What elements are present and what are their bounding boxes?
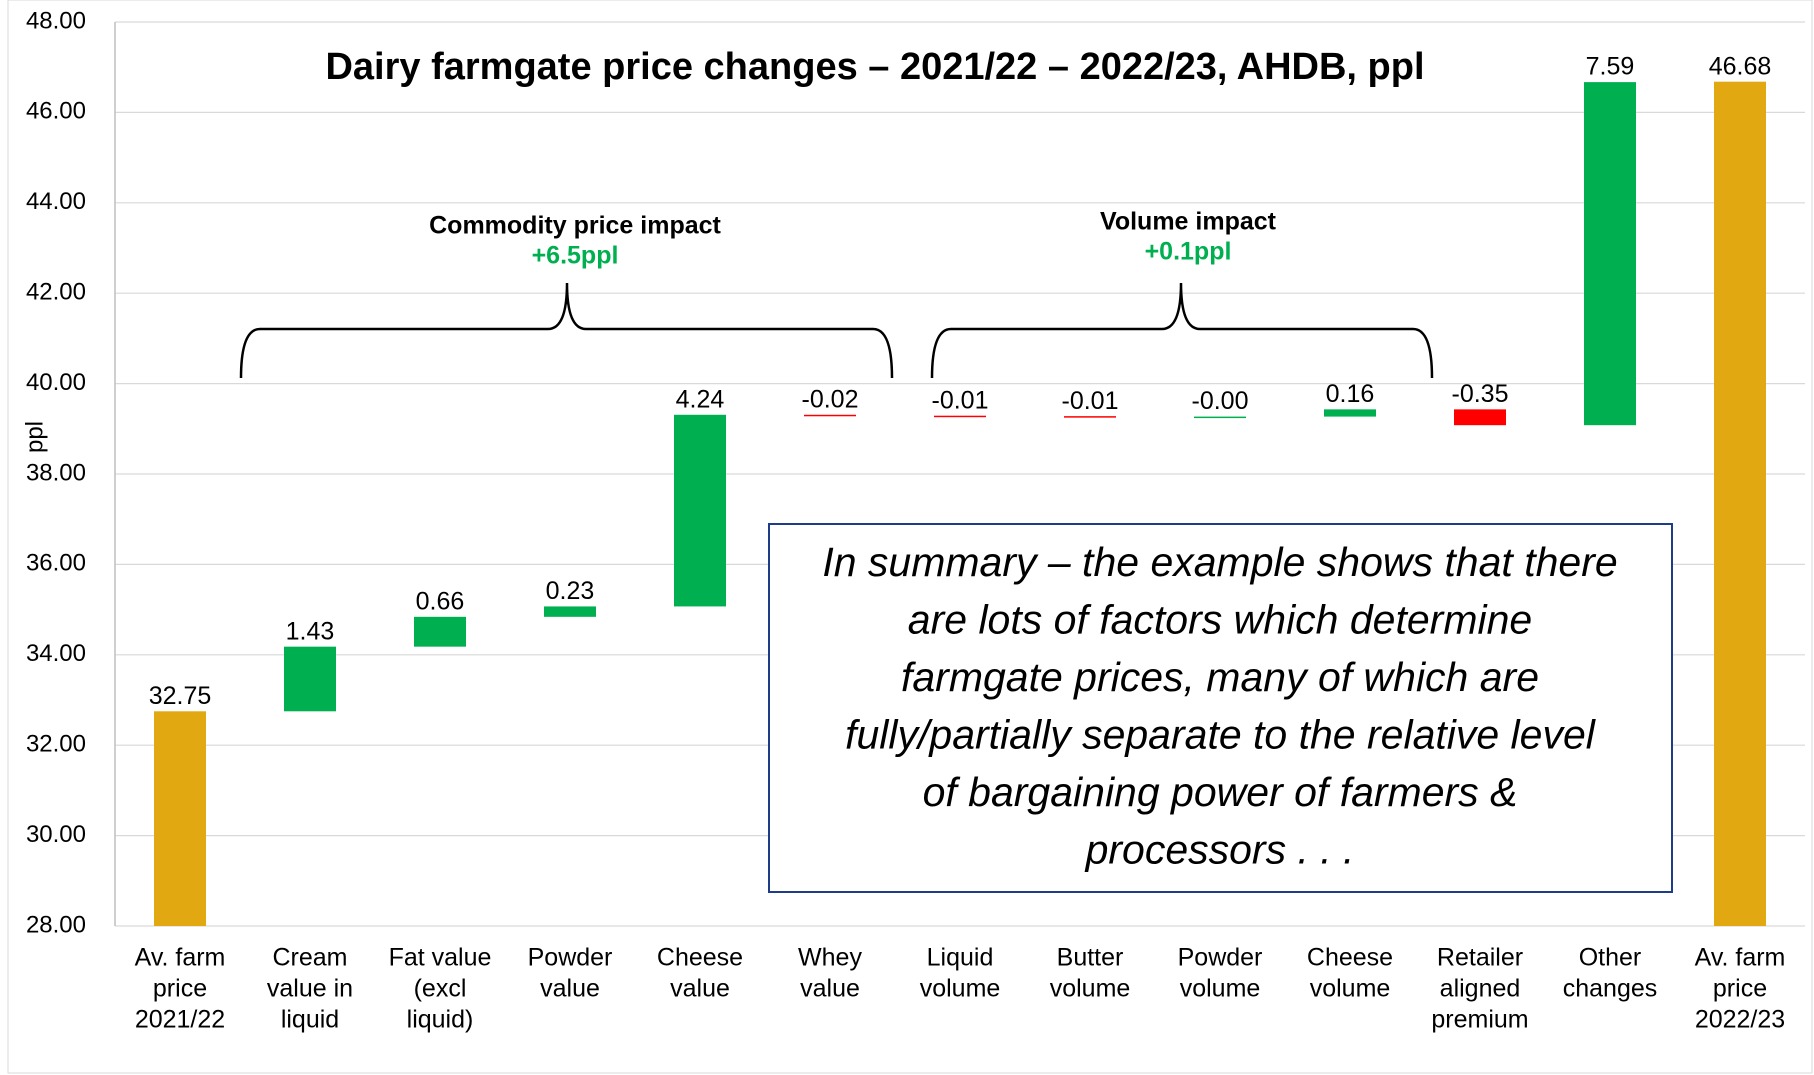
x-tick-label: premium (1431, 1006, 1528, 1034)
bar (154, 711, 206, 926)
value-label: 0.16 (1326, 380, 1375, 408)
x-tick-label: volume (1180, 975, 1261, 1003)
value-label: 7.59 (1586, 53, 1635, 81)
y-tick-label: 30.00 (26, 821, 86, 848)
x-tick-label: Cream (272, 944, 347, 972)
summary-text: processors . . . (1084, 826, 1355, 872)
x-tick-label: Butter (1057, 944, 1124, 972)
summary-box (768, 523, 1673, 893)
bar (1584, 82, 1636, 426)
bar (1064, 416, 1116, 418)
y-tick-label: 28.00 (26, 911, 86, 938)
x-tick-label: liquid (281, 1006, 339, 1034)
bar (284, 646, 336, 712)
x-tick-label: value (800, 975, 860, 1003)
value-label: -0.00 (1192, 387, 1249, 415)
bar (934, 415, 986, 418)
y-tick-label: 40.00 (26, 369, 86, 396)
summary-text: are lots of factors which determine (908, 596, 1532, 642)
bar (674, 414, 726, 607)
value-label: -0.01 (932, 386, 989, 414)
x-tick-label: Other (1579, 944, 1642, 972)
summary-text: farmgate prices, many of which are (901, 654, 1539, 700)
summary-text: In summary – the example shows that ther… (822, 539, 1617, 585)
annotation-value: +0.1ppl (1145, 238, 1232, 266)
value-label: 1.43 (286, 617, 335, 645)
x-tick-label: (excl (414, 975, 467, 1003)
value-label: -0.01 (1062, 387, 1119, 415)
value-label: 46.68 (1709, 52, 1772, 80)
annotation-value: +6.5ppl (532, 242, 619, 270)
annotation: Commodity price impact (429, 212, 721, 240)
bar (804, 414, 856, 417)
y-axis-label: ppl (21, 421, 48, 453)
bar (1454, 409, 1506, 426)
summary-text: fully/partially separate to the relative… (845, 711, 1597, 757)
x-tick-label: Cheese (657, 944, 743, 972)
x-tick-label: value (540, 975, 600, 1003)
x-tick-label: Retailer (1437, 944, 1523, 972)
x-tick-label: liquid) (407, 1006, 474, 1034)
y-tick-label: 38.00 (26, 459, 86, 486)
value-label: 32.75 (149, 682, 212, 710)
value-label: 0.66 (416, 587, 465, 615)
y-tick-label: 44.00 (26, 188, 86, 215)
x-tick-label: Powder (528, 944, 613, 972)
y-tick-label: 48.00 (26, 7, 86, 34)
x-tick-label: aligned (1440, 975, 1521, 1003)
x-tick-label: changes (1563, 975, 1658, 1003)
x-tick-label: Cheese (1307, 944, 1393, 972)
value-label: -0.02 (802, 385, 859, 413)
y-tick-label: 46.00 (26, 98, 86, 125)
x-tick-label: value (670, 975, 730, 1003)
x-tick-label: price (153, 975, 207, 1003)
bar (414, 616, 466, 647)
annotation: Volume impact (1100, 208, 1277, 236)
x-tick-label: 2021/22 (135, 1006, 225, 1034)
x-tick-label: Whey (798, 944, 862, 972)
bar (1324, 409, 1376, 417)
x-tick-label: volume (920, 975, 1001, 1003)
x-tick-label: Liquid (927, 944, 994, 972)
x-tick-label: Fat value (389, 944, 492, 972)
brace (239, 282, 894, 379)
value-label: -0.35 (1452, 380, 1509, 408)
x-tick-label: Av. farm (1695, 944, 1786, 972)
brace (930, 282, 1434, 379)
summary-text: of bargaining power of farmers & (923, 769, 1518, 815)
bar (1194, 416, 1246, 419)
y-tick-label: 34.00 (26, 640, 86, 667)
x-tick-label: value in (267, 975, 353, 1003)
x-tick-label: 2022/23 (1695, 1006, 1785, 1034)
x-tick-label: volume (1050, 975, 1131, 1003)
x-tick-label: price (1713, 975, 1767, 1003)
y-tick-label: 32.00 (26, 731, 86, 758)
chart-title: Dairy farmgate price changes – 2021/22 –… (325, 46, 1424, 88)
value-label: 0.23 (546, 577, 595, 605)
bar (1714, 81, 1766, 926)
x-tick-label: Powder (1178, 944, 1263, 972)
value-label: 4.24 (676, 385, 725, 413)
x-tick-label: Av. farm (135, 944, 226, 972)
y-tick-label: 36.00 (26, 550, 86, 577)
x-tick-label: volume (1310, 975, 1391, 1003)
bar (544, 606, 596, 617)
y-tick-label: 42.00 (26, 279, 86, 306)
